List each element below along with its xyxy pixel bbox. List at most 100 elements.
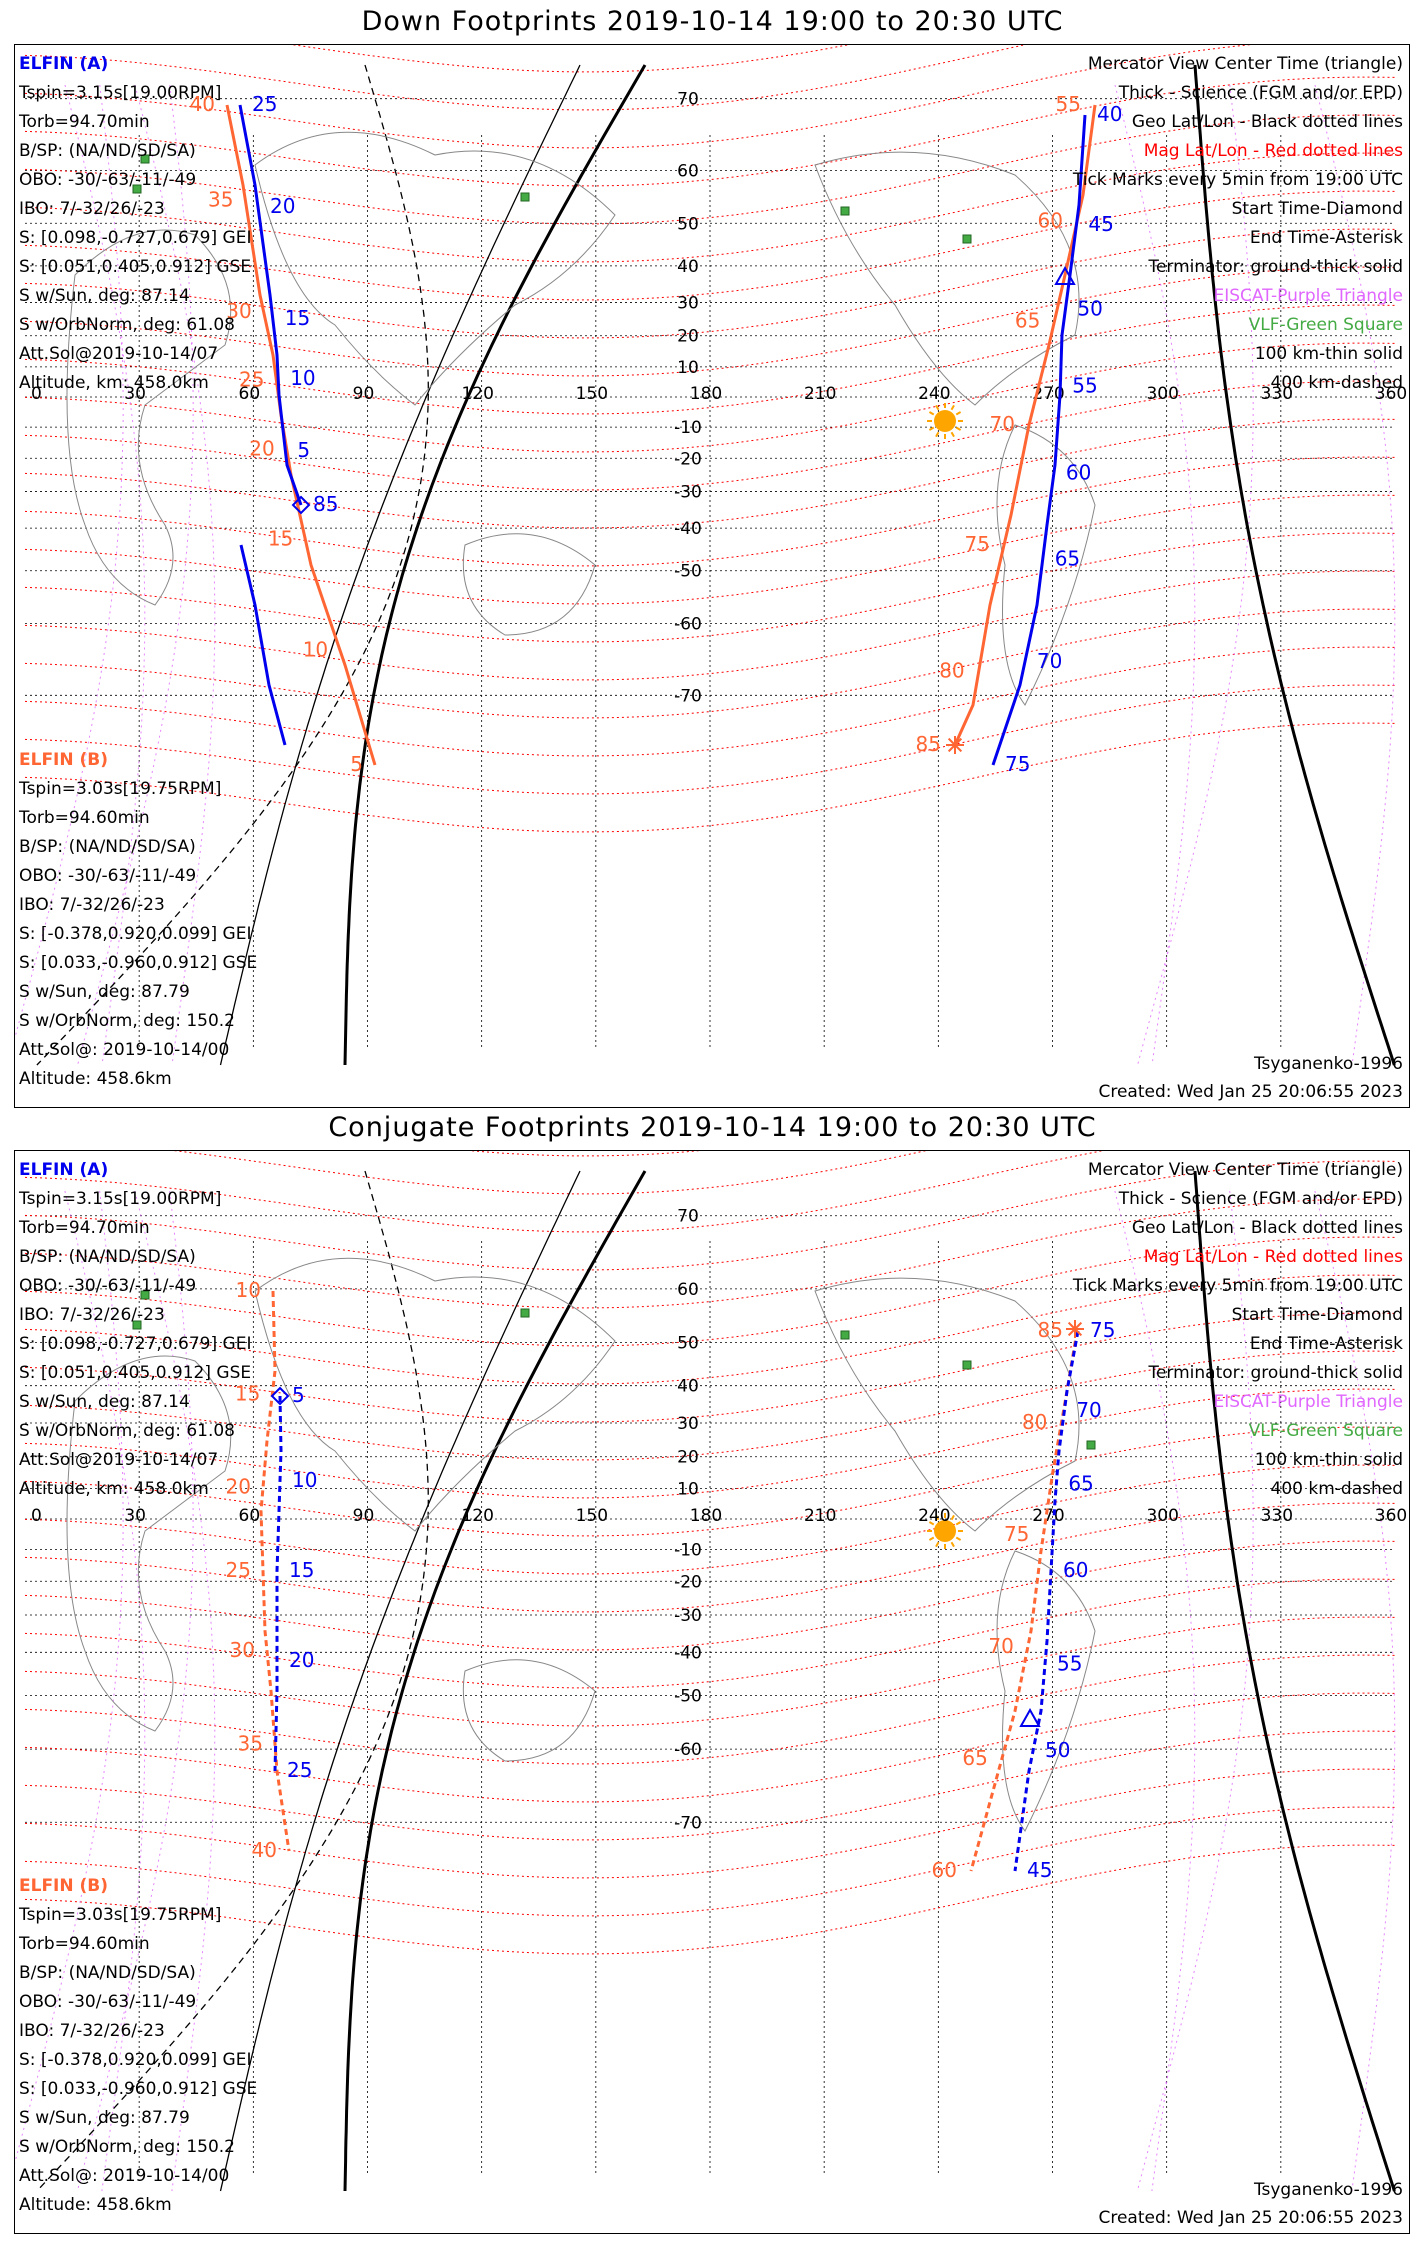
legend-line: Thick - Science (FGM and/or EPD) xyxy=(1118,83,1403,103)
latitude-label: 70 xyxy=(677,1207,699,1227)
elfin-b-tick-label: 55 xyxy=(1056,92,1081,116)
longitude-label: 270 xyxy=(1032,1506,1064,1526)
latitude-label: -20 xyxy=(674,1572,702,1592)
longitude-label: 150 xyxy=(576,1506,608,1526)
elfin-a-tick-label: 70 xyxy=(1037,649,1062,673)
elfin-b-tick-label: 40 xyxy=(190,92,215,116)
coastline xyxy=(254,1257,616,1532)
elfin-b-tick-label: 75 xyxy=(965,532,990,556)
elfin-a-info-line: S w/OrbNorm, deg: 61.08 xyxy=(19,315,235,335)
latitude-label: 50 xyxy=(677,214,699,234)
elfin-a-tick-label: 55 xyxy=(1057,1651,1082,1675)
sun-ray xyxy=(950,1541,955,1548)
elfin-a-info-line: IBO: 7/-32/26/-23 xyxy=(19,1305,165,1325)
elfin-a-track xyxy=(991,114,1087,766)
mag-longitude-line xyxy=(1114,84,1196,1066)
elfin-b-heading: ELFIN (B) xyxy=(19,1876,108,1896)
elfin-a-heading: ELFIN (A) xyxy=(19,1160,108,1180)
elfin-a-tick-label: 5 xyxy=(297,438,310,462)
elfin-a-tick-label: 75 xyxy=(1005,752,1030,776)
sun-ray xyxy=(955,1521,962,1526)
legend-line: VLF-Green Square xyxy=(1249,315,1403,335)
sun-ray xyxy=(928,1536,935,1541)
elfin-b-tick-label: 35 xyxy=(238,1731,263,1755)
elfin-b-info-line: IBO: 7/-32/26/-23 xyxy=(19,2021,165,2041)
elfin-b-tick-label: 10 xyxy=(236,1278,261,1302)
elfin-a-tick-label: 45 xyxy=(1088,212,1113,236)
vlf-station-square xyxy=(520,1308,530,1318)
elfin-a-tick-label: 10 xyxy=(290,366,315,390)
longitude-label: 180 xyxy=(690,384,722,404)
map-panel-conjugate: 0 30 60 90 120 150 180 210 240 270 300 330 360 70 60 50… xyxy=(14,1150,1410,2234)
vlf-station-square xyxy=(140,154,150,164)
longitude-label: 180 xyxy=(690,1506,722,1526)
elfin-b-tick-label: 70 xyxy=(988,1634,1013,1658)
legend-line: EISCAT-Purple Triangle xyxy=(1213,1392,1403,1412)
elfin-a-track xyxy=(273,1395,283,1772)
vlf-station-square xyxy=(132,1320,142,1330)
elfin-b-info-line: Tspin=3.03s[19.75RPM] xyxy=(18,1905,221,1925)
longitude-label: 210 xyxy=(804,1506,836,1526)
latitude-label: -50 xyxy=(674,562,702,582)
elfin-a-info-line: S: [0.098,-0.727,0.679] GEI xyxy=(19,1334,251,1354)
sun-ray xyxy=(950,404,955,411)
legend-line: Tick Marks every 5min from 19:00 UTC xyxy=(1072,170,1403,190)
start-time-diamond xyxy=(270,1386,290,1406)
sun-ray xyxy=(928,411,935,416)
elfin-a-tick-label: 5 xyxy=(292,1383,305,1407)
elfin-a-info-line: S w/Sun, deg: 87.14 xyxy=(19,1392,190,1412)
latitude-label: 70 xyxy=(677,90,699,110)
latitude-label: 40 xyxy=(677,257,699,277)
longitude-label: 330 xyxy=(1261,1506,1293,1526)
sun-ray xyxy=(955,1536,962,1541)
elfin-a-info-line: Tspin=3.15s[19.00RPM] xyxy=(18,83,221,103)
mag-longitude-line xyxy=(76,1190,194,2192)
longitude-label: 300 xyxy=(1146,384,1178,404)
longitude-label: 90 xyxy=(353,1506,375,1526)
longitude-label: 360 xyxy=(1375,384,1407,404)
mag-longitude-line xyxy=(1136,1190,1254,2192)
map-panel-down: 0 30 60 90 120 150 180 210 240 270 300 330 360 70 60 50… xyxy=(14,44,1410,1108)
sun-ray xyxy=(928,1521,935,1526)
altitude-400km-line xyxy=(36,64,429,1066)
model-label: Tsyganenko-1996 xyxy=(1253,2180,1403,2200)
longitude-label: 120 xyxy=(461,384,493,404)
elfin-b-info-line: Altitude: 458.6km xyxy=(19,1069,172,1089)
model-label: Tsyganenko-1996 xyxy=(1253,1054,1403,1074)
elfin-a-info-line: Att.Sol@2019-10-14/07 xyxy=(19,1450,218,1470)
vlf-station-square xyxy=(520,192,530,202)
coastline xyxy=(66,229,232,606)
elfin-a-tick-label: 40 xyxy=(1097,102,1122,126)
latitude-label: 60 xyxy=(677,162,699,182)
view-center-triangle xyxy=(1054,265,1076,285)
elfin-a-info-line: OBO: -30/-63/-11/-49 xyxy=(19,1276,196,1296)
longitude-label: 150 xyxy=(576,384,608,404)
elfin-a-tick-label: 20 xyxy=(270,194,295,218)
elfin-a-info-line: S w/OrbNorm, deg: 61.08 xyxy=(19,1421,235,1441)
latitude-label: -70 xyxy=(674,686,702,706)
coastline xyxy=(66,1355,232,1732)
elfin-b-tick-label: 60 xyxy=(932,1858,957,1882)
sun-ray xyxy=(935,404,940,411)
elfin-a-info-line: OBO: -30/-63/-11/-49 xyxy=(19,170,196,190)
elfin-a-tick-label: 45 xyxy=(1027,1858,1052,1882)
longitude-label: 60 xyxy=(239,1506,261,1526)
latitude-label: -40 xyxy=(674,519,702,539)
longitude-label: 0 xyxy=(31,384,42,404)
elfin-b-info-line: B/SP: (NA/ND/SD/SA) xyxy=(19,1963,196,1983)
legend-line: 400 km-dashed xyxy=(1271,1479,1403,1499)
longitude-label: 60 xyxy=(239,384,261,404)
elfin-a-info-line: Torb=94.70min xyxy=(18,1218,150,1238)
legend-line: Terminator: ground-thick solid xyxy=(1147,1363,1403,1383)
panel-title-conjugate: Conjugate Footprints 2019-10-14 19:00 to… xyxy=(328,1112,1097,1143)
longitude-label: 30 xyxy=(124,1506,146,1526)
view-center-triangle xyxy=(1019,1707,1041,1727)
elfin-b-tick-label: 10 xyxy=(303,638,328,662)
elfin-a-tick-label: 25 xyxy=(252,92,277,116)
latitude-label: -50 xyxy=(674,1687,702,1707)
legend-line: Mag Lat/Lon - Red dotted lines xyxy=(1144,1247,1403,1267)
elfin-b-tick-label: 60 xyxy=(1038,209,1063,233)
sun-ray xyxy=(935,1541,940,1548)
elfin-b-tick-label: 85 xyxy=(916,732,941,756)
elfin-b-info-line: Torb=94.60min xyxy=(18,1934,150,1954)
